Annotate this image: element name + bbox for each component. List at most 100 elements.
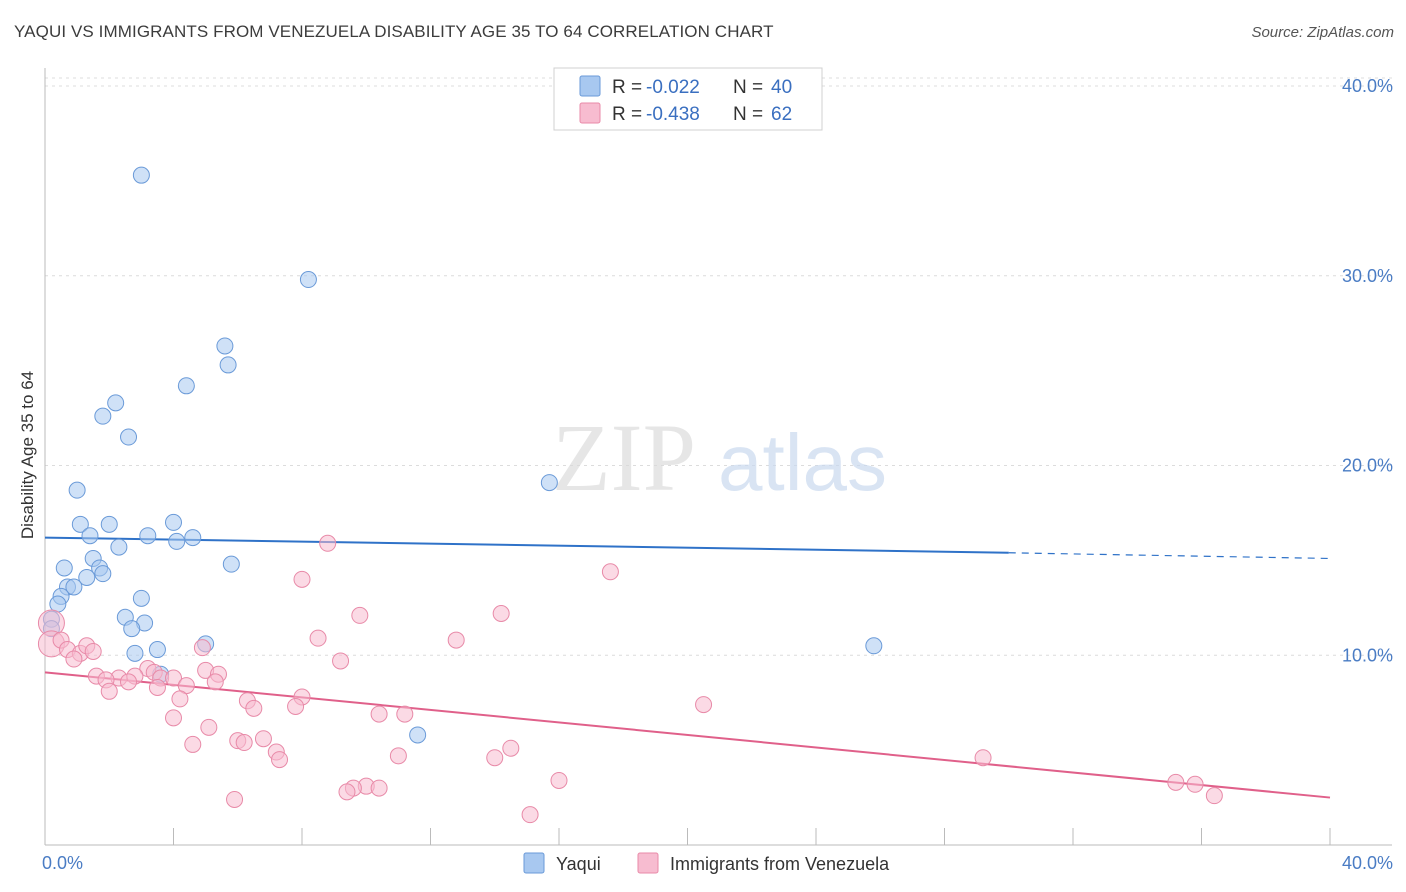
watermark-zip: ZIP [552, 404, 696, 511]
point-yaqui-17 [110, 538, 128, 556]
point-yaqui-13 [81, 527, 99, 545]
legend-r-label-2: R = [612, 104, 642, 125]
point-venezuela-12 [351, 606, 369, 624]
point-yaqui-16 [184, 529, 202, 547]
point-venezuela-42 [254, 730, 272, 748]
point-venezuela-8 [319, 534, 337, 552]
point-yaqui-5 [107, 394, 125, 412]
point-venezuela-38 [370, 705, 388, 723]
point-venezuela-50 [271, 751, 289, 769]
point-venezuela-46 [502, 739, 520, 757]
point-venezuela-45 [184, 735, 202, 753]
point-venezuela-30 [148, 679, 166, 697]
x-tick-label-1: 40.0% [1342, 853, 1393, 873]
point-venezuela-16 [332, 652, 350, 670]
point-yaqui-3 [219, 356, 237, 374]
point-yaqui-4 [177, 377, 195, 395]
legend-n-label-2: N = [733, 104, 763, 125]
legend-n-value-2: 62 [771, 104, 792, 125]
point-venezuela-25 [165, 669, 182, 687]
point-yaqui-33 [123, 620, 141, 638]
point-venezuela-13 [309, 629, 327, 647]
bottom-legend-swatch-yaqui [523, 852, 545, 874]
point-yaqui-10 [71, 515, 89, 533]
point-venezuela-14 [447, 631, 465, 649]
legend-swatch-venezuela [579, 102, 601, 124]
point-venezuela-27 [120, 673, 138, 691]
point-yaqui-27 [132, 589, 150, 607]
point-venezuela-48 [389, 747, 407, 765]
point-yaqui-6 [94, 407, 112, 425]
bottom-legend: Yaqui Immigrants from Venezuela [523, 852, 890, 874]
point-yaqui-20 [222, 555, 240, 573]
point-venezuela-7 [65, 650, 83, 668]
point-yaqui-9 [68, 481, 86, 499]
point-yaqui-2 [216, 337, 234, 355]
point-venezuela-37 [245, 699, 263, 717]
point-yaqui-35 [865, 637, 883, 655]
point-yaqui-39 [409, 726, 427, 744]
tick-labels: 10.0% 20.0% 30.0% 40.0% 0.0% 40.0% [42, 76, 1393, 873]
point-venezuela-53 [1186, 775, 1204, 793]
point-yaqui-22 [94, 565, 112, 583]
point-venezuela-35 [695, 696, 713, 714]
data-points [37, 166, 1223, 824]
y-tick-label-2: 30.0% [1342, 266, 1393, 286]
trendline-yaqui [44, 536, 1009, 554]
y-tick-label-0: 10.0% [1342, 645, 1393, 665]
point-venezuela-6 [84, 642, 102, 660]
legend-n-label-1: N = [733, 77, 763, 98]
watermark: ZIP atlas [552, 404, 887, 511]
source-label: Source: ZipAtlas.com [1251, 24, 1394, 41]
point-venezuela-9 [601, 563, 619, 581]
point-venezuela-49 [486, 749, 504, 767]
point-venezuela-40 [165, 709, 182, 727]
x-tick-label-0: 0.0% [42, 853, 83, 873]
legend-r-value-2: -0.438 [646, 104, 700, 125]
axes [44, 68, 1392, 846]
chart-title: YAQUI VS IMMIGRANTS FROM VENEZUELA DISAB… [14, 22, 774, 41]
point-venezuela-31 [100, 682, 118, 700]
point-yaqui-37 [126, 644, 144, 662]
point-venezuela-57 [370, 779, 388, 797]
legend-r-label-1: R = [612, 77, 642, 98]
point-yaqui-25 [65, 578, 83, 596]
point-yaqui-19 [55, 559, 73, 577]
bottom-legend-swatch-venezuela [637, 852, 659, 874]
point-venezuela-28 [206, 673, 224, 691]
point-venezuela-51 [974, 749, 992, 767]
bottom-legend-label-yaqui: Yaqui [556, 854, 601, 874]
point-yaqui-7 [120, 428, 138, 446]
y-tick-label-3: 40.0% [1342, 76, 1393, 96]
point-yaqui-1 [299, 271, 317, 289]
point-yaqui-0 [132, 166, 150, 184]
trendlines [44, 536, 1331, 799]
point-yaqui-8 [540, 474, 558, 492]
trendline-yaqui-extension [1008, 552, 1331, 560]
legend-r-value-1: -0.022 [646, 77, 700, 98]
point-venezuela-59 [1205, 787, 1223, 805]
point-venezuela-32 [171, 690, 189, 708]
point-venezuela-41 [200, 718, 218, 736]
point-yaqui-14 [139, 527, 157, 545]
point-yaqui-15 [168, 532, 186, 550]
point-venezuela-44 [235, 734, 253, 752]
bottom-legend-label-venezuela: Immigrants from Venezuela [670, 854, 890, 874]
point-venezuela-39 [396, 705, 414, 723]
point-yaqui-12 [165, 513, 182, 531]
point-yaqui-11 [100, 515, 118, 533]
point-venezuela-54 [550, 771, 568, 789]
point-venezuela-36 [287, 697, 305, 715]
legend: R = -0.022 N = 40 R = -0.438 N = 62 [553, 67, 823, 131]
point-venezuela-61 [521, 806, 539, 824]
gridlines [45, 77, 1392, 656]
point-yaqui-23 [78, 568, 96, 586]
y-axis-label: Disability Age 35 to 64 [18, 371, 37, 539]
legend-swatch-yaqui [579, 75, 601, 97]
point-yaqui-36 [148, 641, 166, 659]
point-venezuela-11 [492, 605, 510, 623]
watermark-atlas: atlas [718, 418, 887, 507]
point-venezuela-10 [293, 570, 311, 588]
point-venezuela-60 [226, 790, 244, 808]
